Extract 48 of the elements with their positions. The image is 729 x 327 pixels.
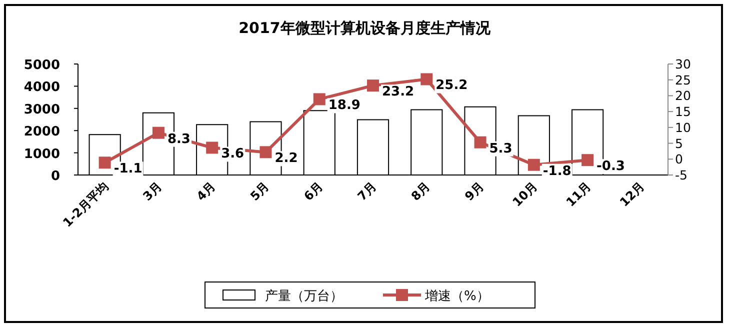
- y2-tick-label: 15: [675, 104, 691, 120]
- x-tick-label: 8月: [408, 179, 433, 204]
- data-label: 23.2: [382, 84, 414, 100]
- point: [528, 158, 540, 171]
- x-tick-label: 11月: [563, 179, 594, 210]
- y-tick-label: 0: [50, 169, 60, 184]
- legend-label: 产量（万台）: [265, 289, 343, 304]
- y-tick-label: 4000: [24, 80, 60, 96]
- x-tick-label: 5月: [248, 179, 272, 204]
- x-tick-label: 1-2月平均: [60, 179, 111, 230]
- data-label: 5.3: [489, 141, 512, 156]
- point: [420, 73, 433, 86]
- data-label: 8.3: [167, 132, 190, 147]
- data-label: -1.8: [542, 164, 572, 179]
- data-label: -1.1: [114, 162, 142, 177]
- point: [98, 156, 111, 169]
- point: [313, 93, 326, 106]
- point: [206, 142, 218, 154]
- x-tick-label: 10月: [510, 179, 540, 210]
- data-label: 25.2: [436, 78, 468, 94]
- point: [260, 146, 272, 158]
- point: [474, 136, 486, 148]
- legend-label: 增速（%）: [424, 289, 490, 304]
- point: [367, 80, 379, 92]
- x-tick-label: 6月: [301, 179, 326, 204]
- data-label: 18.9: [328, 98, 360, 114]
- y2-tick-label: 20: [675, 88, 691, 104]
- y2-tick-label: 25: [675, 72, 691, 88]
- y2-tick-label: 0: [675, 152, 683, 167]
- point: [582, 154, 594, 166]
- data-label: 2.2: [274, 151, 298, 166]
- y-tick-label: 3000: [24, 102, 60, 118]
- data-label: -0.3: [596, 159, 625, 174]
- y2-tick-label: 30: [675, 56, 691, 72]
- y-tick-label: 1000: [24, 146, 60, 162]
- y2-tick-label: -5: [675, 168, 688, 182]
- y-tick-label: 2000: [24, 124, 60, 140]
- point: [152, 126, 164, 139]
- y2-tick-label: 10: [675, 120, 691, 135]
- y2-tick-label: 5: [675, 136, 683, 151]
- x-tick-label: 4月: [194, 179, 218, 204]
- y-tick-label: 5000: [24, 58, 60, 73]
- chart-title: 2017年微型计算机设备月度生产情况: [238, 19, 492, 37]
- x-tick-label: 9月: [462, 179, 486, 204]
- x-tick-label: 12月: [617, 179, 648, 210]
- data-label: 3.6: [221, 146, 244, 162]
- x-tick-label: 7月: [354, 179, 380, 204]
- x-tick-label: 3月: [140, 179, 165, 204]
